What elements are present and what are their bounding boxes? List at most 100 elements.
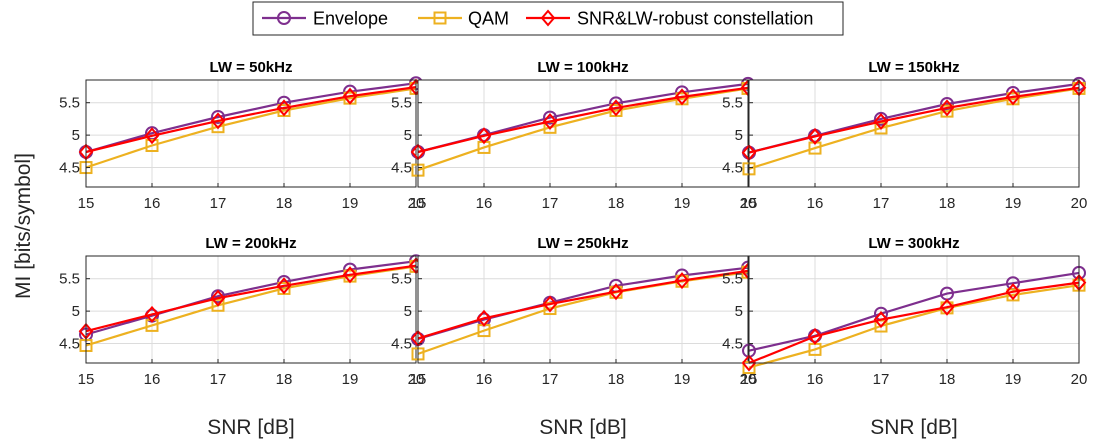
x-tick-label: 19 — [342, 195, 359, 212]
y-tick-label: 4.5 — [391, 160, 412, 177]
series-line-diamond — [748, 86, 1080, 154]
y-tick-label: 5.5 — [59, 95, 80, 112]
data-point-diamond — [342, 266, 358, 284]
legend-marker-diamond — [540, 9, 556, 27]
subplot-title: LW = 250kHz — [537, 235, 628, 252]
x-tick-label: 19 — [674, 371, 691, 388]
x-axis-label: SNR [dB] — [207, 416, 295, 439]
x-tick-label: 20 — [740, 371, 757, 388]
series-line-circle — [85, 82, 417, 154]
x-tick-label: 17 — [210, 371, 227, 388]
y-axis-label: MI [bits/symbol] — [12, 153, 35, 299]
x-tick-label: 20 — [1071, 371, 1088, 388]
y-tick-label: 4.5 — [59, 160, 80, 177]
x-tick-label: 20 — [1071, 195, 1088, 212]
x-tick-label: 16 — [144, 371, 161, 388]
plot-area — [86, 80, 416, 187]
x-tick-label: 18 — [276, 371, 293, 388]
series-line-square — [417, 87, 749, 172]
subplot-4: 15 16 17 18 19 20 4.5 5 5.5 LW = 200kHz — [59, 235, 424, 388]
data-point-diamond — [144, 127, 160, 145]
subplot-5: 15 16 17 18 19 20 4.5 5 5.5 LW = 250kHz — [391, 235, 756, 388]
y-tick-label: 4.5 — [59, 336, 80, 353]
data-point-diamond — [741, 354, 757, 372]
x-tick-label: 18 — [608, 371, 625, 388]
x-tick-label: 19 — [674, 195, 691, 212]
series-line-diamond — [748, 281, 1080, 365]
x-tick-label: 19 — [1005, 195, 1022, 212]
legend-label: SNR&LW-robust constellation — [577, 9, 813, 29]
y-tick-label: 5.5 — [722, 95, 743, 112]
y-tick-label: 5 — [72, 127, 80, 144]
data-point-square — [1006, 288, 1020, 302]
y-tick-label: 5.5 — [59, 271, 80, 288]
x-tick-label: 15 — [410, 371, 427, 388]
y-tick-label: 4.5 — [722, 336, 743, 353]
data-point-circle — [609, 96, 623, 111]
x-tick-label: 15 — [741, 195, 758, 212]
x-tick-label: 20 — [408, 371, 425, 388]
data-point-diamond — [476, 309, 492, 327]
x-tick-label: 15 — [78, 195, 95, 212]
y-tick-label: 5 — [404, 303, 412, 320]
data-point-diamond — [939, 99, 955, 117]
data-point-diamond — [1005, 88, 1021, 106]
subplot-title: LW = 50kHz — [210, 59, 293, 76]
subplot-title: LW = 200kHz — [205, 235, 296, 252]
series-line-diamond — [85, 86, 417, 154]
x-tick-label: 17 — [873, 195, 890, 212]
x-tick-label: 18 — [608, 195, 625, 212]
series-line-circle — [417, 266, 749, 341]
y-tick-label: 5.5 — [391, 95, 412, 112]
series-line-square — [85, 87, 417, 169]
data-point-square — [145, 138, 159, 152]
subplot-title: LW = 300kHz — [868, 235, 959, 252]
y-tick-label: 5 — [735, 303, 743, 320]
data-point-circle — [874, 111, 888, 126]
y-tick-label: 4.5 — [391, 336, 412, 353]
data-point-circle — [543, 110, 557, 125]
axes-box — [417, 255, 749, 364]
y-tick-label: 5.5 — [391, 271, 412, 288]
data-point-diamond — [542, 112, 558, 131]
subplot-6: 15 16 17 18 19 20 4.5 5 5.5 LW = 300kHz — [722, 235, 1087, 388]
axes-box — [85, 255, 417, 364]
x-tick-label: 19 — [342, 371, 359, 388]
series-line-circle — [85, 260, 417, 336]
series-line-diamond — [85, 264, 417, 333]
y-tick-label: 5 — [735, 127, 743, 144]
series-line-square — [85, 265, 417, 347]
data-point-circle — [211, 109, 225, 124]
plot-area — [418, 256, 748, 363]
y-tick-label: 5.5 — [722, 271, 743, 288]
x-tick-label: 16 — [807, 195, 824, 212]
data-point-diamond — [476, 127, 492, 145]
plot-area — [749, 256, 1079, 363]
x-tick-label: 17 — [542, 195, 559, 212]
x-tick-label: 15 — [741, 371, 758, 388]
data-point-diamond — [342, 87, 358, 105]
x-tick-label: 16 — [476, 195, 493, 212]
data-point-diamond — [608, 283, 624, 301]
y-tick-label: 4.5 — [722, 160, 743, 177]
x-tick-label: 18 — [939, 195, 956, 212]
series-line-diamond — [417, 86, 749, 154]
legend-label: Envelope — [313, 9, 388, 29]
data-point-diamond — [210, 289, 226, 307]
x-tick-label: 17 — [542, 371, 559, 388]
data-point-diamond — [873, 311, 889, 329]
data-point-diamond — [807, 127, 823, 145]
x-tick-label: 17 — [873, 371, 890, 388]
x-tick-label: 18 — [276, 195, 293, 212]
axes-box — [417, 79, 749, 188]
series-line-square — [748, 87, 1080, 170]
x-axis-label: SNR [dB] — [539, 416, 627, 439]
data-point-diamond — [542, 295, 558, 313]
y-tick-label: 5 — [404, 127, 412, 144]
series-line-diamond — [417, 269, 749, 340]
data-point-diamond — [873, 112, 889, 131]
data-point-diamond — [674, 88, 690, 106]
data-point-diamond — [674, 272, 690, 290]
data-point-diamond — [608, 99, 624, 117]
